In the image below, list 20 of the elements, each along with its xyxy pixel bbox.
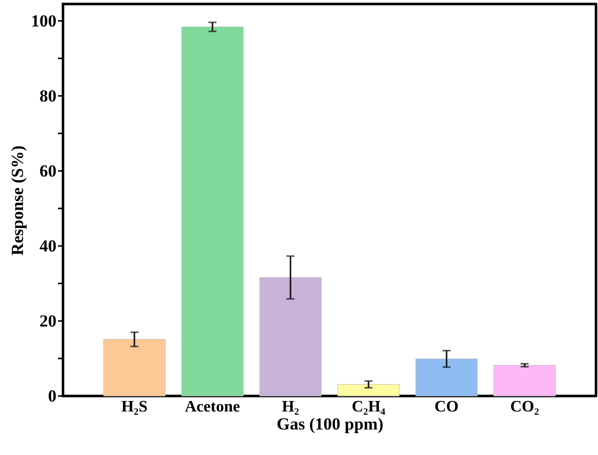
bar xyxy=(337,384,400,396)
bar xyxy=(103,339,166,396)
bar xyxy=(494,364,556,396)
x-tick-label: H₂ xyxy=(282,398,300,416)
y-tick-label: 20 xyxy=(40,311,56,330)
x-tick-label: CO₂ xyxy=(510,398,540,416)
x-tick-label: CO xyxy=(434,398,459,416)
y-axis-title: Response (S%) xyxy=(8,145,27,256)
bar xyxy=(259,277,322,396)
x-axis-title: Gas (100 ppm) xyxy=(276,414,384,434)
x-tick-label: C₂H₄ xyxy=(352,398,386,416)
y-tick-label: 0 xyxy=(48,386,56,406)
y-tick-label: 100 xyxy=(31,11,56,30)
y-tick-label: 40 xyxy=(40,236,56,256)
x-tick-label: H₂S xyxy=(121,398,148,416)
x-tick-label: Acetone xyxy=(184,398,240,416)
y-tick-label: 60 xyxy=(40,161,56,180)
bar xyxy=(181,26,244,396)
y-tick-label: 80 xyxy=(40,86,56,106)
bar xyxy=(415,358,478,396)
